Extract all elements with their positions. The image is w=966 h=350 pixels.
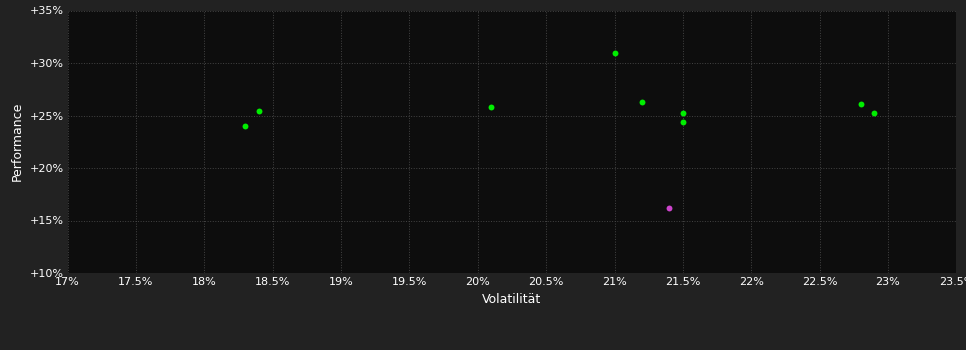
Point (853, 101, 868, 107)
Point (607, 50, 622, 55)
Point (662, 205, 677, 211)
Point (238, 123, 253, 129)
Point (867, 111, 882, 116)
Y-axis label: Performance: Performance (11, 102, 24, 181)
Point (675, 111, 691, 116)
Point (251, 108, 267, 114)
Point (484, 104, 499, 110)
Point (634, 99, 649, 105)
Point (675, 119, 691, 125)
X-axis label: Volatilität: Volatilität (482, 293, 542, 306)
